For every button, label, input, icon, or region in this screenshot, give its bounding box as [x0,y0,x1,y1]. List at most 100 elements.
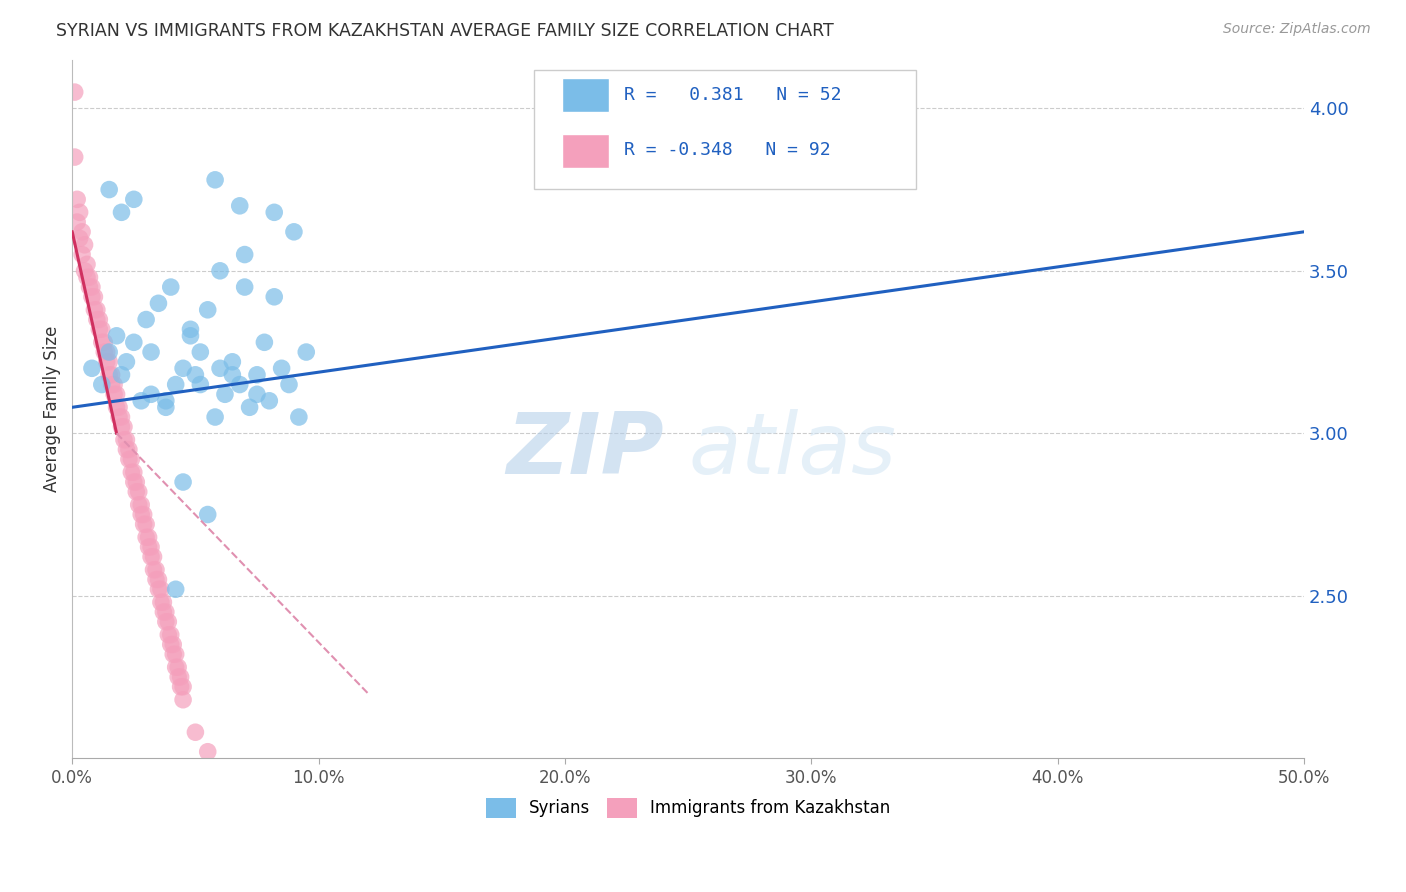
Point [197,508,219,522]
Point [69,231,91,245]
Point [105,328,128,343]
Point [90,322,112,336]
Point [110,368,132,382]
Point [157,628,180,642]
Point [152,595,174,609]
Point [122,465,145,479]
Point [83,290,105,304]
Point [184,725,207,739]
Point [208,264,231,278]
Legend: Syrians, Immigrants from Kazakhstan: Syrians, Immigrants from Kazakhstan [479,791,897,824]
Point [167,660,190,674]
Point [86,312,108,326]
Point [90,377,112,392]
Point [135,517,157,532]
Point [179,322,201,336]
Point [132,508,155,522]
Point [295,345,318,359]
Point [142,563,165,577]
Point [233,280,256,294]
Point [110,205,132,219]
Point [132,517,155,532]
Point [83,302,105,317]
Text: SYRIAN VS IMMIGRANTS FROM KAZAKHSTAN AVERAGE FAMILY SIZE CORRELATION CHART: SYRIAN VS IMMIGRANTS FROM KAZAKHSTAN AVE… [56,22,834,40]
Point [159,628,181,642]
Point [229,377,252,392]
Point [172,680,194,694]
Point [239,401,262,415]
Point [90,335,112,350]
Point [135,312,157,326]
Point [66,215,89,229]
Point [155,605,177,619]
Point [89,312,111,326]
Point [128,498,150,512]
Point [253,335,276,350]
Point [129,393,152,408]
Point [115,433,138,447]
Point [208,361,231,376]
Point [204,173,226,187]
Point [221,368,243,382]
Point [98,355,121,369]
Point [129,498,152,512]
Point [139,540,162,554]
Point [138,540,160,554]
Point [169,670,191,684]
Point [93,335,115,350]
Point [221,355,243,369]
Point [157,615,180,629]
Point [152,605,174,619]
Point [139,345,162,359]
Point [155,393,177,408]
Point [93,345,115,359]
Point [98,345,121,359]
Point [172,361,194,376]
Point [148,573,170,587]
Point [105,401,128,415]
Point [263,205,285,219]
Point [128,484,150,499]
Point [122,192,145,206]
Point [110,419,132,434]
Point [89,322,111,336]
Point [80,290,103,304]
Point [155,401,177,415]
Point [76,257,98,271]
Point [135,530,157,544]
Point [165,377,187,392]
Point [70,247,93,261]
Point [100,377,122,392]
Point [246,368,269,382]
Point [142,549,165,564]
Point [76,270,98,285]
Point [103,377,125,392]
Point [73,264,96,278]
Point [63,85,86,99]
Point [122,475,145,489]
Point [122,335,145,350]
Point [120,465,142,479]
Point [108,401,131,415]
Point [96,355,118,369]
Point [66,192,89,206]
Point [270,361,292,376]
Text: atlas: atlas [688,409,896,492]
Point [148,296,170,310]
Point [125,484,148,499]
Point [98,368,121,382]
Point [115,442,138,457]
Point [100,368,122,382]
Point [112,419,135,434]
Point [188,345,211,359]
Point [138,530,160,544]
Point [118,442,141,457]
Point [139,387,162,401]
Point [162,638,184,652]
Y-axis label: Average Family Size: Average Family Size [44,326,60,492]
Point [96,345,118,359]
Point [145,563,167,577]
Point [165,647,187,661]
Point [165,582,187,597]
Point [263,290,285,304]
